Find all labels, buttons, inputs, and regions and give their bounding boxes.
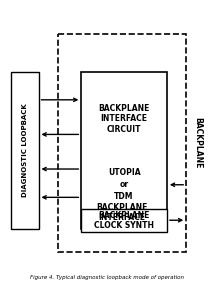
Bar: [81, 209, 167, 232]
Bar: [81, 72, 167, 229]
Text: BACKPLANE
INTERFACE: BACKPLANE INTERFACE: [96, 203, 148, 222]
Text: Figure 4. Typical diagnostic loopback mode of operation: Figure 4. Typical diagnostic loopback mo…: [30, 275, 184, 280]
Bar: [58, 34, 186, 252]
Text: UTOPIA
or
TDM: UTOPIA or TDM: [108, 168, 140, 201]
Text: BACKPLANE
INTERFACE
CIRCUIT: BACKPLANE INTERFACE CIRCUIT: [98, 104, 150, 134]
Text: BACKPLANE
CLOCK SYNTH: BACKPLANE CLOCK SYNTH: [94, 210, 154, 230]
Text: DIAGNOSTIC LOOPBACK: DIAGNOSTIC LOOPBACK: [22, 103, 28, 197]
Bar: [11, 72, 39, 229]
Text: BACKPLANE: BACKPLANE: [193, 117, 202, 169]
